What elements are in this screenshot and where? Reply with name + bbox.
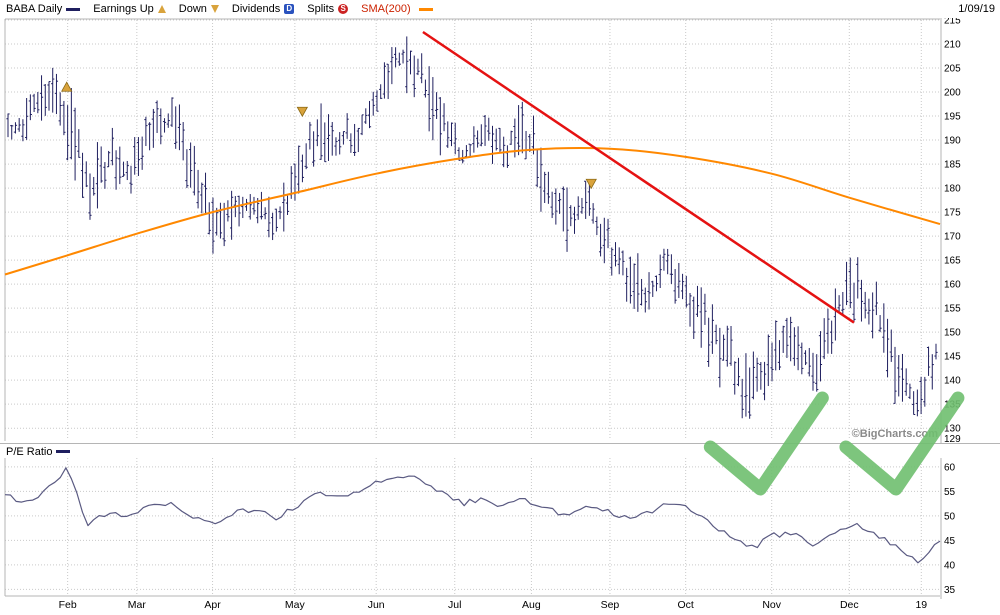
x-axis-label-mar: Mar — [127, 599, 146, 611]
svg-text:60: 60 — [944, 462, 956, 473]
legend-earnings-down: Down — [179, 3, 219, 15]
svg-text:55: 55 — [944, 487, 956, 498]
x-axis-label-19: 19 — [915, 599, 928, 611]
legend-earnings-up: Earnings Up — [93, 3, 166, 15]
svg-text:175: 175 — [944, 208, 961, 219]
svg-text:215: 215 — [944, 18, 961, 27]
svg-text:165: 165 — [944, 256, 961, 267]
svg-text:140: 140 — [944, 376, 961, 387]
svg-text:180: 180 — [944, 184, 961, 195]
legend-sma-200: SMA(200) — [361, 3, 433, 15]
x-axis-label-jun: Jun — [367, 599, 385, 611]
svg-text:205: 205 — [944, 64, 961, 75]
watermark: ©BigCharts.com — [851, 428, 938, 440]
svg-text:155: 155 — [944, 304, 961, 315]
svg-text:145: 145 — [944, 352, 961, 363]
svg-text:160: 160 — [944, 280, 961, 291]
legend-earnings-down-label: Down — [178, 3, 207, 15]
x-axis-label-sep: Sep — [600, 599, 620, 611]
pe-panel-header: P/E Ratio — [0, 443, 1000, 459]
earnings-up-icon — [157, 5, 166, 13]
svg-text:45: 45 — [944, 536, 956, 547]
pe-series-icon — [56, 450, 71, 453]
date-label: 1/09/19 — [958, 3, 995, 15]
legend-earnings-up-label: Earnings Up — [93, 3, 154, 15]
sma-200-icon — [418, 7, 433, 11]
svg-text:40: 40 — [944, 560, 956, 571]
earnings-down-icon — [210, 5, 219, 13]
svg-text:200: 200 — [944, 88, 961, 99]
pe-chart: 60 55 50 45 40 35 — [4, 458, 956, 599]
x-axis-label-apr: Apr — [204, 599, 221, 611]
x-axis-label-nov: Nov — [762, 599, 782, 611]
symbol-label: BABA Daily — [6, 3, 63, 15]
legend-sma-200-label: SMA(200) — [361, 3, 411, 15]
svg-text:195: 195 — [944, 112, 961, 123]
svg-text:129: 129 — [944, 434, 961, 443]
svg-text:50: 50 — [944, 511, 956, 522]
x-axis-label-feb: Feb — [58, 599, 77, 611]
svg-text:190: 190 — [944, 136, 961, 147]
legend: Earnings Up Down Dividends D Splits S SMA(200) — [80, 3, 433, 15]
svg-text:135: 135 — [944, 400, 961, 411]
legend-splits: Splits S — [307, 3, 349, 15]
price-chart: 215 210 205 200 195 190 185 180 175 170 165 160 155 1… — [4, 18, 961, 443]
legend-splits-label: Splits — [307, 3, 335, 15]
x-axis-labels: Feb Mar Apr May Jun Jul Aug Sep Oct Nov Dec 19 — [0, 599, 1000, 615]
dividends-icon: D — [284, 4, 295, 14]
x-axis-label-may: May — [284, 599, 305, 611]
x-axis-label-dec: Dec — [839, 599, 859, 611]
svg-text:185: 185 — [944, 160, 961, 171]
legend-dividends: Dividends D — [231, 3, 295, 15]
pe-panel-label: P/E Ratio — [6, 445, 53, 458]
svg-text:150: 150 — [944, 328, 961, 339]
price-series-icon — [66, 7, 81, 11]
svg-text:35: 35 — [944, 585, 956, 596]
splits-icon: S — [338, 4, 349, 14]
toolbar: BABA Daily Earnings Up Down Dividends D Spli… — [0, 0, 1000, 18]
svg-text:210: 210 — [944, 40, 961, 51]
x-axis-label-jul: Jul — [448, 599, 462, 611]
x-axis-label-aug: Aug — [522, 599, 541, 611]
x-axis-label-oct: Oct — [677, 599, 694, 611]
svg-text:170: 170 — [944, 232, 961, 243]
legend-dividends-label: Dividends — [231, 3, 281, 15]
